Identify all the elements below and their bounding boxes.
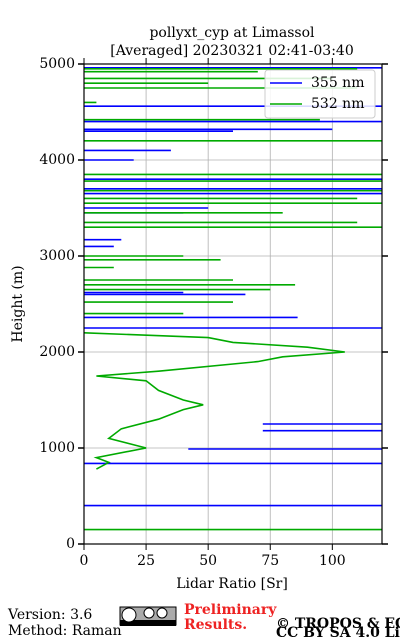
- preliminary: Preliminary: [184, 602, 277, 618]
- y-tick-label: 4000: [39, 152, 75, 168]
- cc-logo: [119, 606, 177, 626]
- legend-box: [264, 69, 376, 119]
- legend-label: 532 nm: [311, 96, 364, 112]
- x-axis-label: Lidar Ratio [Sr]: [176, 576, 288, 592]
- preliminary: Results.: [184, 617, 247, 633]
- grid: [83, 63, 382, 545]
- chart-subtitle: [Averaged] 20230321 02:41-03:40: [110, 43, 354, 59]
- x-tick-label: 50: [199, 553, 217, 569]
- plot-frame: [83, 63, 383, 545]
- x-tick-label: 0: [80, 553, 89, 569]
- x-tick-label: 25: [137, 553, 155, 569]
- copyright: © TROPOS & ECoE 2023.: [276, 616, 400, 632]
- y-tick-label: 0: [66, 536, 75, 552]
- y-tick-label: 2000: [39, 344, 75, 360]
- y-tick-label: 1000: [39, 440, 75, 456]
- legend: 355 nm 532 nm: [264, 69, 376, 119]
- x-tick-label: 75: [261, 553, 279, 569]
- copyright: CC BY SA 4.0 License.: [276, 625, 400, 640]
- series-line: [84, 67, 382, 507]
- chart-title: pollyxt_cyp at Limassol: [149, 25, 315, 41]
- y-axis-label: Height (m): [10, 265, 26, 342]
- y-tick-label: 3000: [39, 248, 75, 264]
- series-line: [84, 68, 382, 531]
- method: Method: Raman: [8, 623, 122, 639]
- version: Version: 3.6: [7, 607, 92, 623]
- plot-lines: [84, 67, 382, 531]
- legend-label: 355 nm: [311, 75, 364, 91]
- x-tick-label: 100: [319, 553, 346, 569]
- y-tick-label: 5000: [39, 56, 75, 72]
